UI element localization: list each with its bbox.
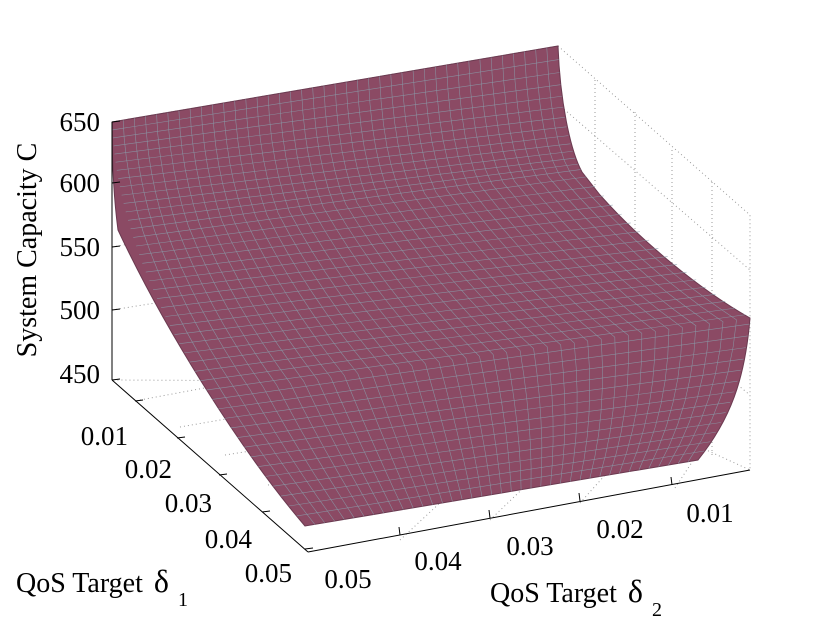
mesh-line (200, 106, 384, 513)
mesh-line (412, 70, 578, 482)
mesh-line (390, 74, 554, 485)
mesh-line (145, 116, 335, 522)
surface-fill (111, 45, 751, 527)
mesh-line (334, 83, 502, 494)
mesh-line (535, 49, 724, 464)
x-axis-label: QoS Target δ 1 (16, 563, 188, 611)
y-tick-label: 0.05 (324, 564, 371, 594)
capacity-surface (111, 45, 751, 527)
mesh-line (312, 87, 483, 497)
mesh-line (290, 91, 463, 500)
x-tick-label: 0.04 (205, 524, 253, 554)
mesh-line (267, 95, 443, 503)
mesh-line (345, 82, 512, 492)
x-axis-label-symbol: δ (154, 563, 169, 599)
y-tick-label: 0.04 (414, 546, 462, 576)
axes (111, 120, 751, 553)
mesh-line (513, 53, 697, 467)
mesh-line (178, 110, 365, 517)
y-tick-labels: 0.05 0.04 0.03 0.02 0.01 (324, 498, 733, 594)
mesh-line (323, 85, 492, 495)
z-tick-label: 550 (60, 232, 101, 262)
mesh-line (435, 66, 603, 479)
mesh-line (490, 57, 670, 471)
x-tick-label: 0.01 (81, 421, 128, 451)
y-axis-label: QoS Target δ 2 (490, 573, 662, 621)
z-tick-label: 450 (60, 359, 101, 389)
z-tick-labels: 650 600 550 500 450 (60, 107, 101, 389)
mesh-line (223, 102, 404, 510)
mesh-line (479, 59, 656, 472)
mesh-line (468, 61, 643, 474)
mesh-line (134, 118, 325, 523)
x-tick-label: 0.02 (125, 454, 172, 484)
z-tick-label: 600 (60, 168, 101, 198)
y-axis-label-sub: 2 (652, 599, 662, 621)
mesh-line (446, 64, 616, 477)
mesh-line (368, 78, 532, 489)
x-tick-label: 0.03 (165, 488, 212, 518)
mesh-line (423, 68, 591, 480)
mesh-line (546, 47, 737, 462)
mesh-line (379, 76, 543, 487)
mesh-line (502, 55, 683, 469)
z-axis-label: System Capacity C (12, 143, 43, 358)
mesh-line (212, 104, 394, 512)
mesh-line (457, 63, 629, 475)
x-tick-label: 0.05 (245, 558, 292, 588)
y-tick-label: 0.01 (686, 498, 733, 528)
mesh-line (524, 51, 710, 466)
mesh-line (167, 112, 355, 518)
mesh-line (401, 72, 566, 484)
mesh-line (234, 101, 414, 509)
mesh-line (122, 120, 316, 525)
z-tick-label: 650 (60, 107, 101, 137)
z-tick-label: 500 (60, 295, 101, 325)
x-tick-labels: 0.01 0.02 0.03 0.04 0.05 (81, 421, 292, 588)
mesh-line (301, 89, 473, 499)
mesh-line (156, 114, 345, 520)
mesh-line (357, 80, 522, 490)
mesh-line (245, 99, 424, 507)
x-axis-label-sub: 1 (178, 589, 188, 611)
x-axis-label-text: QoS Target (16, 568, 143, 599)
y-axis-label-symbol: δ (628, 573, 643, 609)
surface-mesh (112, 47, 750, 525)
y-tick-label: 0.03 (506, 531, 553, 561)
mesh-line (256, 97, 433, 505)
y-tick-label: 0.02 (596, 514, 643, 544)
mesh-line (189, 108, 375, 515)
y-axis-label-text: QoS Target (490, 578, 617, 609)
mesh-line (279, 93, 453, 502)
